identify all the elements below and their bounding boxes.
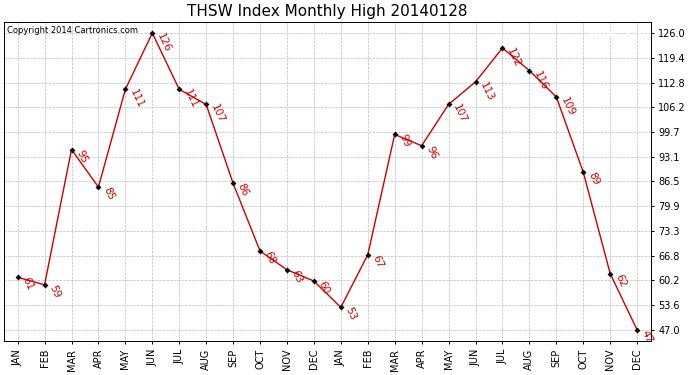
Text: 68: 68	[263, 250, 277, 266]
Text: 99: 99	[397, 133, 412, 149]
Text: 61: 61	[21, 276, 35, 292]
Text: THSW  (°F): THSW (°F)	[588, 29, 650, 39]
Text: 59: 59	[48, 284, 62, 300]
Text: 62: 62	[613, 272, 628, 288]
Text: 116: 116	[532, 69, 550, 92]
Text: 113: 113	[478, 81, 495, 103]
Text: 109: 109	[559, 96, 576, 118]
Text: 86: 86	[236, 182, 250, 198]
Text: 47: 47	[640, 328, 655, 345]
Text: 111: 111	[128, 88, 146, 110]
Text: 53: 53	[344, 306, 358, 322]
Text: 126: 126	[155, 32, 172, 54]
Text: 85: 85	[101, 186, 116, 202]
Text: 63: 63	[290, 268, 304, 285]
Text: 89: 89	[586, 171, 601, 187]
Text: 67: 67	[371, 254, 385, 270]
Text: 107: 107	[451, 103, 469, 125]
Title: THSW Index Monthly High 20140128: THSW Index Monthly High 20140128	[187, 4, 468, 19]
Text: Copyright 2014 Cartronics.com: Copyright 2014 Cartronics.com	[7, 26, 138, 35]
Text: 111: 111	[182, 88, 199, 110]
Text: 107: 107	[209, 103, 226, 125]
Text: 96: 96	[424, 144, 439, 160]
Text: 122: 122	[505, 46, 523, 69]
Text: 95: 95	[75, 148, 89, 164]
Text: 60: 60	[317, 280, 331, 296]
